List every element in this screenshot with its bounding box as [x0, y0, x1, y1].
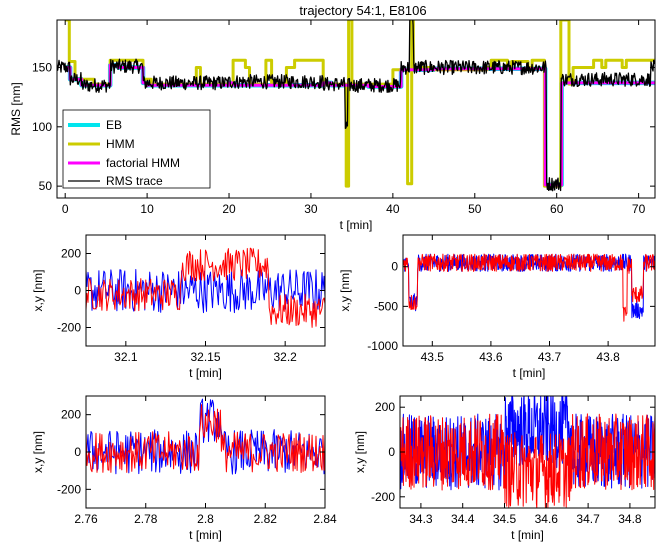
y-tick-label: 200: [61, 408, 81, 422]
y-tick-label: 150: [32, 60, 52, 74]
x-tick-label: 70: [632, 202, 646, 216]
series-x: [86, 398, 325, 475]
series-y: [86, 404, 325, 473]
x-tick-label: 2.78: [134, 512, 158, 526]
y-tick-label: 0: [391, 260, 398, 274]
x-tick-label: 34.5: [493, 512, 517, 526]
y-tick-label: 0: [74, 445, 81, 459]
legend: EB HMM factorial HMM RMS trace: [62, 109, 211, 189]
x-tick-label: 34.3: [409, 512, 433, 526]
x-tick-label: 10: [140, 202, 154, 216]
x-tick-label: 32.1: [114, 350, 138, 364]
series-group: [86, 398, 325, 475]
series-x: [86, 269, 325, 314]
x-axis-label: t [min]: [189, 528, 222, 542]
xy-panel-43min: 43.5 43.6 43.7 43.8 -1000 -500 0 t [min] x,y [nm…: [338, 234, 656, 380]
x-tick-label: 30: [304, 202, 318, 216]
x-tick-label: 60: [550, 202, 564, 216]
y-tick-label: -200: [57, 482, 81, 496]
y-tick-label: 0: [74, 284, 81, 298]
axes-frame: [56, 19, 656, 199]
series-y: [86, 247, 325, 328]
xy-panel-34min: 34.3 34.4 34.5 34.6 34.7 34.8 -200 0 200 t [min] x…: [353, 395, 656, 542]
x-tick-label: 0: [62, 202, 69, 216]
x-tick-label: 2.84: [313, 512, 337, 526]
y-axis-label: RMS [nm]: [9, 82, 23, 135]
y-tick-label: -500: [374, 299, 398, 313]
x-axis-label: t [min]: [340, 218, 373, 232]
y-axis-label: x,y [nm]: [31, 269, 45, 311]
legend-hmm-label: HMM: [106, 137, 135, 151]
series-group: [57, 20, 655, 192]
x-tick-label: 34.7: [576, 512, 600, 526]
series-rms-trace: [57, 20, 655, 192]
x-tick-label: 43.8: [596, 350, 620, 364]
series-group: [400, 396, 655, 508]
y-tick-label: 200: [61, 247, 81, 261]
y-tick-label: -1000: [367, 339, 398, 353]
series-y: [400, 413, 655, 508]
x-tick-label: 43.7: [538, 350, 562, 364]
x-tick-label: 43.5: [421, 350, 445, 364]
series-group: [86, 247, 325, 328]
x-axis-label: t [min]: [513, 366, 546, 380]
series-group: [403, 253, 655, 322]
x-tick-label: 34.6: [535, 512, 559, 526]
x-axis-label: t [min]: [189, 366, 222, 380]
series-y: [403, 253, 655, 322]
x-tick-label: 32.2: [273, 350, 297, 364]
y-tick-label: -200: [371, 490, 395, 504]
x-tick-label: 40: [386, 202, 400, 216]
x-axis-label: t [min]: [511, 528, 544, 542]
x-tick-label: 50: [468, 202, 482, 216]
y-tick-label: 200: [375, 400, 395, 414]
figure-title: trajectory 54:1, E8106: [299, 3, 426, 18]
x-tick-label: 2.76: [74, 512, 98, 526]
legend-eb-label: EB: [106, 118, 122, 132]
legend-fhmm-label: factorial HMM: [106, 156, 180, 170]
x-tick-label: 20: [222, 202, 236, 216]
y-tick-label: 100: [32, 120, 52, 134]
x-tick-label: 2.8: [197, 512, 214, 526]
y-axis-label: x,y [nm]: [338, 269, 352, 311]
x-tick-label: 34.8: [618, 512, 642, 526]
y-axis-label: x,y [nm]: [353, 431, 367, 473]
x-tick-label: 34.4: [451, 512, 475, 526]
y-tick-label: 50: [39, 179, 53, 193]
legend-trace-label: RMS trace: [106, 174, 163, 188]
y-tick-label: -200: [57, 321, 81, 335]
plot-area: [403, 235, 655, 346]
y-tick-label: 0: [388, 445, 395, 459]
axes-frame: [402, 234, 656, 347]
x-tick-label: 32.15: [190, 350, 220, 364]
x-tick-label: 2.82: [254, 512, 278, 526]
xy-panel-2-8min: 2.76 2.78 2.8 2.82 2.84 -200 0 200 t [min] x,y [n…: [31, 395, 337, 542]
y-axis-label: x,y [nm]: [31, 431, 45, 473]
xy-panel-32min: 32.1 32.15 32.2 -200 0 200 t [min] x,y [nm]: [31, 234, 326, 380]
x-tick-label: 43.6: [479, 350, 503, 364]
